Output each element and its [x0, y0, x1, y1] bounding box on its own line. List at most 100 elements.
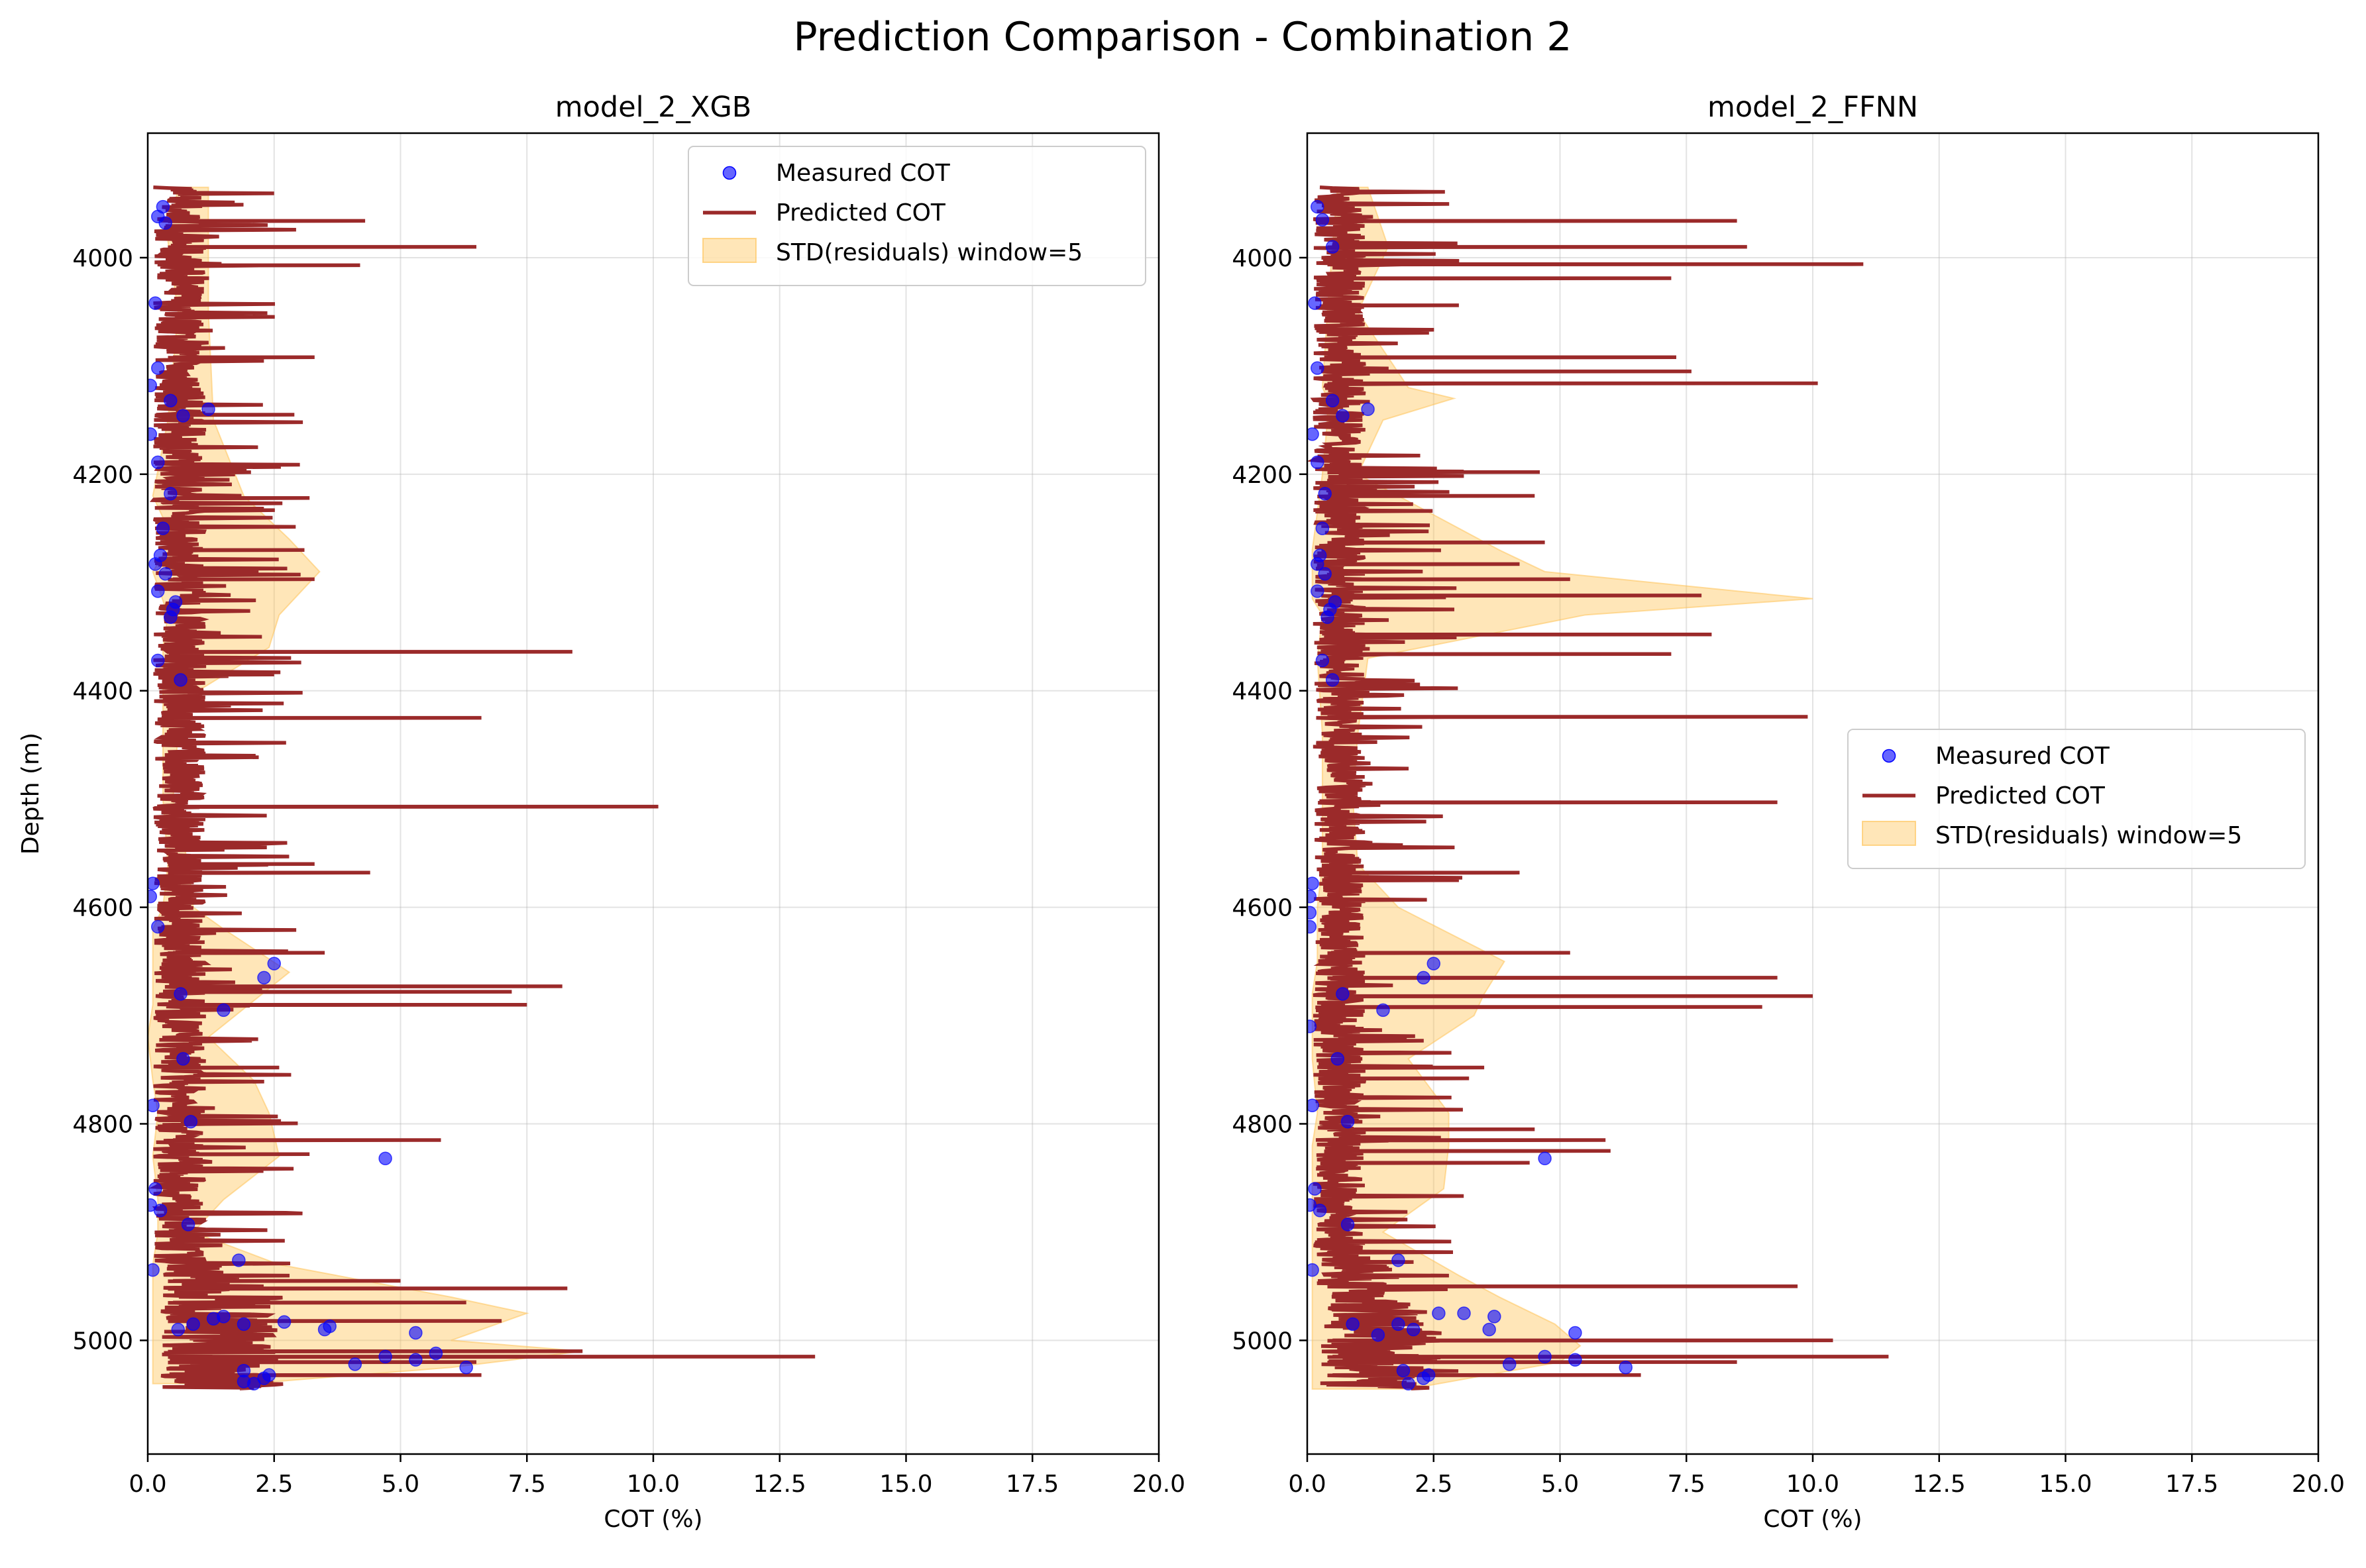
legend: Measured COT Predicted COT STD(residuals) …	[1847, 729, 2306, 869]
y-tick-label: 5000	[72, 1328, 133, 1355]
y-tick-label: 4800	[72, 1112, 133, 1139]
measured-cot-point	[148, 427, 158, 441]
measured-cot-point	[176, 1052, 190, 1066]
legend-marker-band	[702, 238, 757, 263]
measured-cot-point	[148, 378, 158, 393]
y-tick-label: 5000	[1232, 1328, 1293, 1355]
y-tick-label: 4000	[72, 245, 133, 272]
x-tick-label: 0.0	[129, 1471, 166, 1498]
measured-cot-point	[151, 584, 165, 598]
measured-cot-point	[1340, 1114, 1355, 1129]
plot-area	[148, 185, 816, 1391]
measured-cot-point	[1417, 1371, 1430, 1385]
measured-cot-point	[1307, 1263, 1319, 1277]
measured-cot-point	[158, 216, 172, 230]
measured-cot-point	[1432, 1306, 1446, 1320]
measured-cot-point	[164, 610, 178, 624]
x-tick-label: 12.5	[753, 1471, 806, 1498]
std-band	[148, 186, 583, 1385]
measured-cot-point	[1315, 653, 1330, 668]
subplot-title: model_2_XGB	[555, 91, 752, 124]
measured-cot-point	[1318, 487, 1332, 501]
y-tick-label: 4400	[1232, 678, 1293, 706]
y-tick-label: 4600	[1232, 895, 1293, 922]
measured-cot-point	[1417, 970, 1430, 985]
measured-cot-point	[1538, 1151, 1552, 1166]
figure-title: Prediction Comparison - Combination 2	[794, 14, 1572, 60]
x-tick-label: 20.0	[1132, 1471, 1185, 1498]
measured-cot-point	[1426, 957, 1440, 970]
x-tick-label: 20.0	[2292, 1471, 2345, 1498]
measured-cot-point	[186, 1317, 200, 1332]
measured-cot-point	[1336, 409, 1350, 423]
chart-panel-0: 0.0 2.5 5.0 7.5 10.0 12.5 15.0 17.5 20.0 4000 4200…	[17, 91, 1185, 1533]
x-tick-label: 10.0	[1786, 1471, 1839, 1498]
measured-cot-point	[1325, 673, 1340, 687]
measured-cot-point	[1482, 1322, 1496, 1337]
measured-cot-point	[1308, 296, 1322, 310]
x-axis-label: COT (%)	[604, 1506, 702, 1533]
legend-marker-measured	[1882, 749, 1896, 763]
measured-cot-point	[1568, 1353, 1582, 1367]
measured-cot-point	[201, 402, 215, 417]
measured-cot-point	[317, 1322, 332, 1337]
measured-cot-point	[1307, 1019, 1317, 1033]
measured-cot-point	[1406, 1322, 1421, 1337]
legend-box	[1847, 729, 2306, 869]
x-tick-label: 7.5	[508, 1471, 546, 1498]
measured-cot-point	[1307, 890, 1317, 904]
legend-marker-band	[1862, 821, 1916, 846]
measured-cot-point	[148, 1098, 160, 1112]
measured-cot-point	[1307, 1098, 1319, 1112]
measured-cot-point	[151, 361, 165, 375]
legend-label: Predicted COT	[776, 199, 946, 227]
measured-cot-point	[158, 566, 172, 581]
measured-cot-point	[1311, 557, 1324, 571]
measured-cot-point	[1371, 1328, 1385, 1342]
measured-cot-point	[1330, 1052, 1345, 1066]
measured-cot-point	[1307, 919, 1317, 934]
y-tick-label: 4000	[1232, 245, 1293, 272]
x-tick-label: 12.5	[1913, 1471, 1966, 1498]
x-tick-label: 15.0	[2039, 1471, 2092, 1498]
measured-cot-point	[1568, 1326, 1582, 1340]
x-tick-label: 15.0	[879, 1471, 932, 1498]
measured-cot-point	[148, 1182, 162, 1196]
measured-cot-point	[1502, 1357, 1517, 1371]
legend-box	[688, 146, 1146, 286]
plot-area	[1307, 185, 1889, 1391]
measured-cot-point	[1320, 610, 1334, 624]
measured-cot-point	[148, 296, 162, 310]
measured-cot-point	[1307, 906, 1317, 920]
measured-cot-point	[1313, 1204, 1327, 1218]
measured-cot-point	[1346, 1317, 1360, 1332]
measured-cot-point	[257, 970, 271, 985]
measured-cot-point	[1325, 393, 1340, 407]
measured-cot-point	[1487, 1310, 1501, 1324]
measured-cot-point	[1311, 584, 1324, 598]
measured-cot-point	[1307, 427, 1319, 441]
measured-cot-point	[348, 1357, 362, 1371]
measured-cot-point	[1396, 1363, 1411, 1378]
legend: Measured COT Predicted COT STD(residuals) …	[688, 146, 1146, 286]
measured-cot-point	[1391, 1253, 1405, 1267]
measured-cot-point	[1391, 1317, 1405, 1332]
measured-cot-point	[148, 876, 160, 890]
measured-cot-point	[1340, 1218, 1355, 1231]
measured-cot-point	[151, 919, 165, 934]
y-tick-label: 4200	[1232, 462, 1293, 489]
measured-cot-point	[217, 1003, 231, 1018]
measured-cot-point	[171, 1322, 186, 1337]
measured-cot-point	[153, 1204, 168, 1218]
x-tick-label: 5.0	[1541, 1471, 1579, 1498]
measured-cot-point	[164, 487, 178, 501]
measured-cot-point	[1315, 521, 1330, 535]
measured-cot-point	[148, 1263, 160, 1277]
measured-cot-point	[237, 1317, 251, 1332]
x-tick-label: 2.5	[255, 1471, 293, 1498]
measured-cot-point	[174, 673, 188, 687]
plots-container: 0.0 2.5 5.0 7.5 10.0 12.5 15.0 17.5 20.0 4000 4200…	[17, 91, 2345, 1533]
measured-cot-point	[151, 653, 165, 668]
measured-cot-point	[1315, 213, 1330, 227]
predicted-cot-line	[148, 185, 816, 1390]
